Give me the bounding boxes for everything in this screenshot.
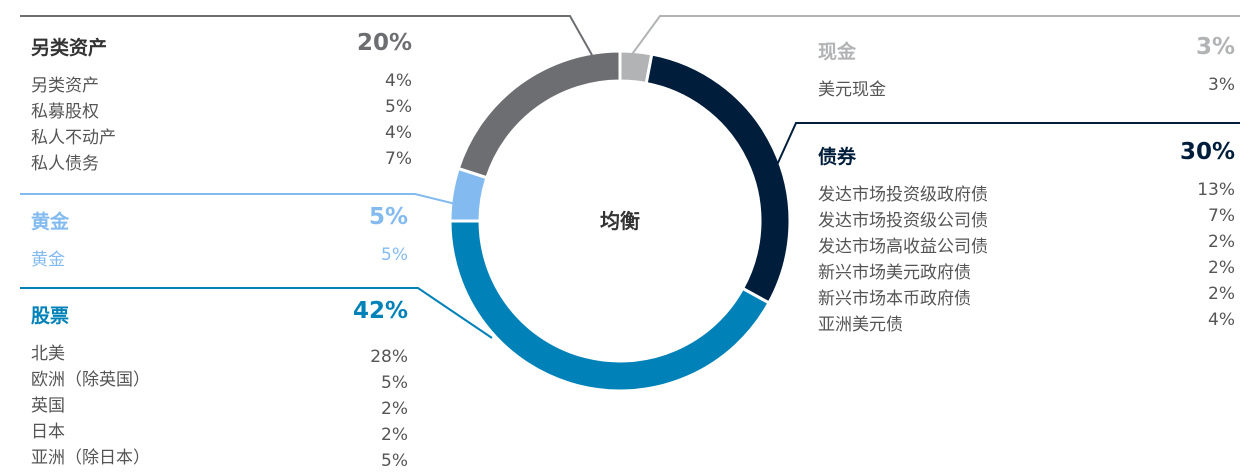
item-value: 4% — [385, 71, 412, 91]
item-value: 2% — [1208, 258, 1235, 278]
item-label: 亚洲美元债 — [818, 315, 903, 335]
item-label: 欧洲（除英国） — [31, 370, 150, 390]
donut-slice — [448, 219, 772, 393]
item-value: 5% — [381, 373, 408, 393]
item-value: 13% — [1197, 180, 1235, 200]
group-equity-name: 股票 — [31, 305, 70, 327]
item-label: 发达市场高收益公司债 — [818, 237, 988, 257]
item-value: 4% — [1208, 310, 1235, 330]
leader-line-bond — [771, 122, 1240, 177]
group-alt-name: 另类资产 — [31, 37, 108, 59]
item-value: 5% — [385, 97, 412, 117]
item-label: 美元现金 — [818, 80, 886, 100]
group-gold-name: 黄金 — [31, 211, 70, 233]
item-value: 7% — [385, 149, 412, 169]
item-label: 新兴市场本币政府债 — [818, 289, 971, 309]
item-label: 北美 — [31, 344, 65, 364]
group-bond-name: 债券 — [818, 146, 857, 168]
item-value: 2% — [1208, 232, 1235, 252]
donut-slice — [456, 49, 622, 180]
leader-line-gold — [20, 193, 477, 210]
leader-line-equity — [20, 287, 493, 339]
item-label: 私募股权 — [31, 102, 99, 122]
group-equity-pct: 42% — [352, 298, 408, 324]
item-value: 28% — [370, 347, 408, 367]
item-label: 另类资产 — [31, 76, 99, 96]
group-alt-pct: 20% — [356, 30, 412, 56]
item-label: 私人不动产 — [31, 128, 116, 148]
item-label: 英国 — [31, 396, 65, 416]
group-bond-pct: 30% — [1179, 139, 1235, 165]
item-value: 4% — [385, 123, 412, 143]
item-label: 日本 — [31, 422, 65, 442]
item-value: 2% — [1208, 284, 1235, 304]
group-gold-pct: 5% — [368, 204, 408, 230]
item-label: 私人债务 — [31, 154, 99, 174]
center-label: 均衡 — [600, 209, 640, 233]
donut-slice — [644, 52, 792, 305]
leader-line-alt — [20, 15, 593, 56]
item-label: 亚洲（除日本） — [31, 448, 150, 468]
item-label: 新兴市场美元政府债 — [818, 263, 971, 283]
item-label: 发达市场投资级公司债 — [818, 211, 988, 231]
leader-line-cash — [629, 15, 1240, 58]
group-cash-pct: 3% — [1195, 34, 1235, 60]
item-value: 3% — [1208, 75, 1235, 95]
item-value: 2% — [381, 399, 408, 419]
item-value: 5% — [381, 245, 408, 265]
item-value: 5% — [381, 451, 408, 471]
group-cash-name: 现金 — [818, 41, 857, 63]
item-label: 黄金 — [31, 250, 65, 270]
item-value: 2% — [381, 425, 408, 445]
item-label: 发达市场投资级政府债 — [818, 185, 988, 205]
item-value: 7% — [1208, 206, 1235, 226]
